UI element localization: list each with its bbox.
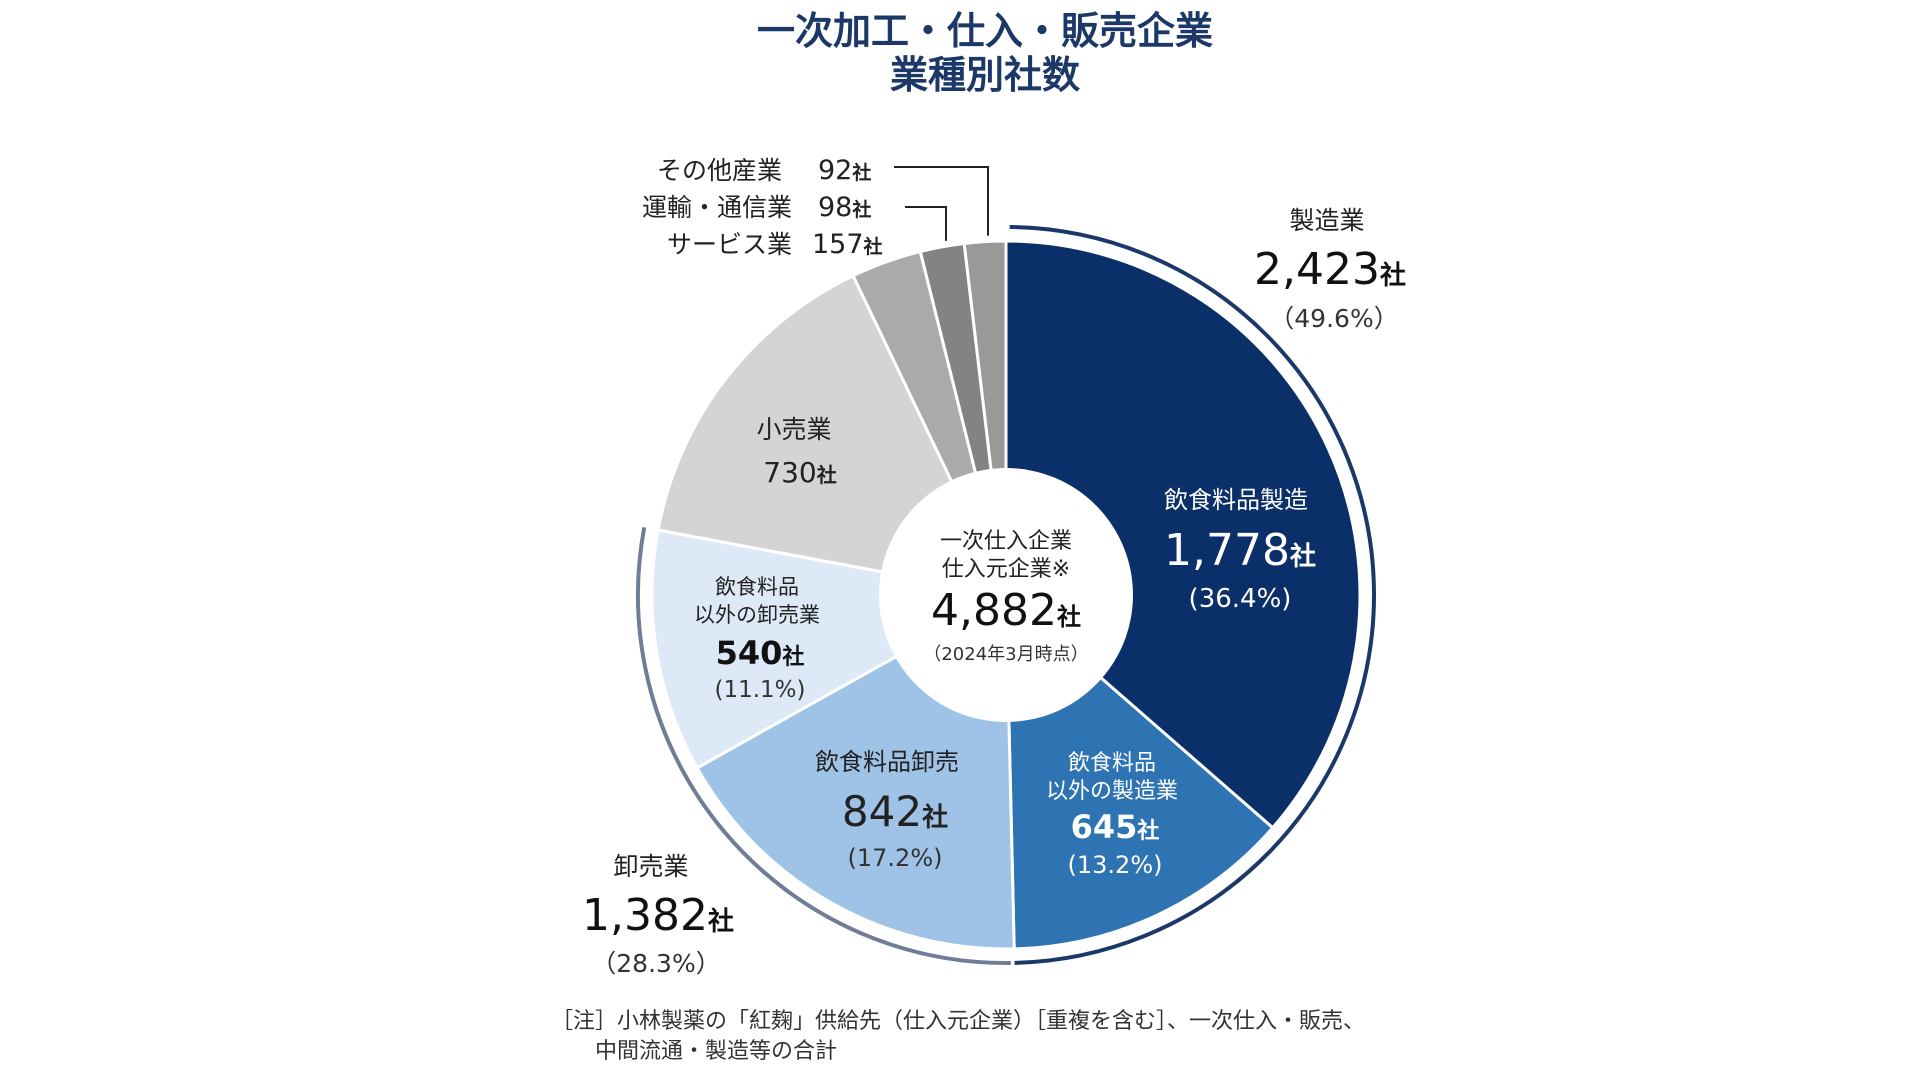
- small-label-other-name: その他産業: [657, 156, 782, 185]
- group-arcs: [636, 225, 1376, 965]
- group-arc-manufacturing: [1009, 225, 1376, 965]
- slice-label-retail-name: 小売業: [756, 415, 831, 444]
- slice-label-food-wholesale-value: 842社: [842, 787, 948, 836]
- leader-transport: [905, 206, 947, 241]
- slice-unit: 社: [1137, 818, 1159, 844]
- footnote-line1: ［注］小林製薬の「紅麹」供給先（仕入元企業）［重複を含む］、一次仕入・販売、: [551, 1009, 1366, 1034]
- slice-label-food-mfg-value: 1,778社: [1164, 525, 1316, 576]
- small-label-service-value: 157社: [812, 229, 883, 260]
- small-label-transport-value: 98社: [818, 192, 871, 223]
- group-label-wholesale-pct: （28.3%）: [591, 949, 720, 978]
- group-value: 1,382: [582, 890, 708, 941]
- slice-food-manufacturing: [1004, 239, 1362, 830]
- group-label-mfg-value: 2,423社: [1254, 244, 1406, 295]
- slice-value: 645: [1071, 808, 1138, 846]
- slice-value: 92: [818, 155, 852, 186]
- chart-title: 一次加工・仕入・販売企業: [757, 9, 1213, 53]
- slice-value: 157: [812, 229, 864, 260]
- slice-value: 730: [763, 456, 816, 489]
- slice-label-retail-value: 730社: [763, 456, 836, 489]
- footnote-line2: 中間流通・製造等の合計: [595, 1039, 838, 1064]
- slice-unit: 社: [851, 161, 871, 184]
- center-line1: 一次仕入企業: [940, 529, 1072, 554]
- slice-label-nonfood-mfg-name2: 以外の製造業: [1046, 779, 1178, 804]
- slice-unit: 社: [1290, 541, 1316, 572]
- group-label-wholesale-name: 卸売業: [613, 852, 688, 881]
- small-label-transport-name: 運輸・通信業: [642, 193, 792, 222]
- group-unit: 社: [708, 906, 734, 937]
- leader-lines: [894, 166, 989, 241]
- group-label-wholesale-value: 1,382社: [582, 890, 734, 941]
- center-date: （2024年3月時点）: [923, 644, 1088, 665]
- group-label-mfg-pct: （49.6%）: [1269, 304, 1398, 333]
- slice-label-food-wholesale-name: 飲食料品卸売: [815, 748, 959, 776]
- slice-unit: 社: [851, 198, 871, 221]
- slice-unit: 社: [816, 463, 837, 487]
- slice-label-food-mfg-pct: (36.4%): [1189, 584, 1292, 614]
- slice-label-food-wholesale-pct: (17.2%): [848, 844, 943, 872]
- center-hole: [879, 468, 1133, 722]
- slice-label-nonfood-wholesale-pct: (11.1%): [714, 677, 805, 703]
- slice-label-nonfood-mfg-name1: 飲食料品: [1068, 751, 1156, 776]
- group-label-mfg-name: 製造業: [1289, 206, 1364, 235]
- slice-value: 1,778: [1164, 525, 1290, 576]
- group-arc-wholesale: [636, 527, 1011, 965]
- slice-label-nonfood-wholesale-name2: 以外の卸売業: [694, 603, 820, 627]
- slice-unit: 社: [922, 802, 948, 833]
- chart-subtitle: 業種別社数: [890, 53, 1080, 97]
- small-label-other-value: 92社: [818, 155, 871, 186]
- slice-unit: 社: [782, 644, 804, 670]
- slice-label-food-mfg-name: 飲食料品製造: [1164, 486, 1308, 514]
- slice-value: 842: [842, 787, 922, 836]
- footnote: ［注］小林製薬の「紅麹」供給先（仕入元企業）［重複を含む］、一次仕入・販売、 中…: [551, 1007, 1365, 1067]
- center-total-unit: 社: [1057, 603, 1081, 631]
- center-total: 4,882社: [931, 585, 1081, 636]
- slice-unit: 社: [863, 235, 883, 258]
- slice-label-nonfood-mfg-value: 645社: [1071, 808, 1160, 846]
- slice-value: 540: [716, 634, 783, 672]
- leader-other: [894, 166, 989, 236]
- center-line2: 仕入元企業※: [942, 557, 1070, 582]
- slice-label-nonfood-wholesale-name1: 飲食料品: [715, 575, 799, 599]
- center-total-value: 4,882: [931, 585, 1057, 636]
- group-unit: 社: [1380, 260, 1406, 291]
- group-value: 2,423: [1254, 244, 1380, 295]
- slice-label-nonfood-mfg-pct: (13.2%): [1068, 851, 1163, 879]
- slice-value: 98: [818, 192, 852, 223]
- slice-label-nonfood-wholesale-value: 540社: [716, 634, 805, 672]
- small-label-service-name: サービス業: [667, 230, 792, 259]
